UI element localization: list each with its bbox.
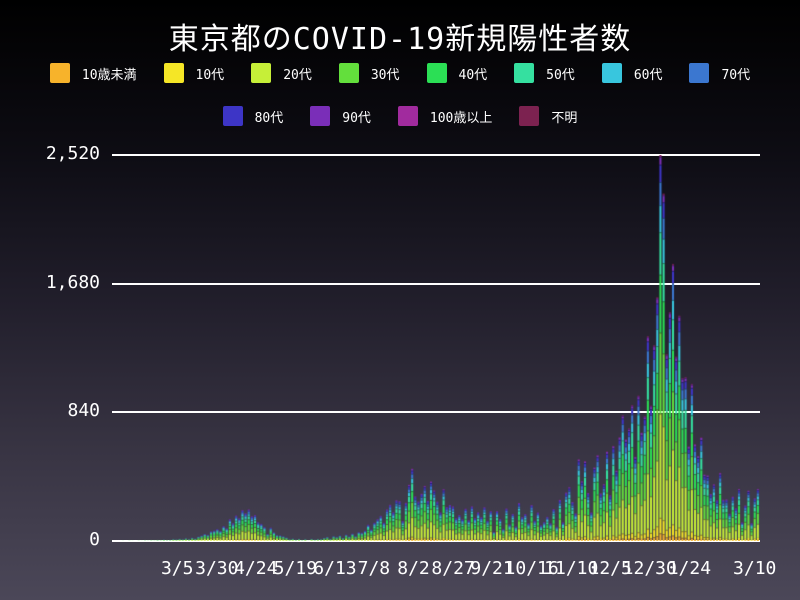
legend-swatch-icon — [222, 106, 243, 126]
legend-swatch-icon — [49, 63, 70, 83]
legend-item: 30代 — [338, 63, 400, 83]
legend-item: 100歳以上 — [397, 106, 493, 126]
legend-swatch-icon — [514, 63, 535, 83]
legend-swatch-icon — [426, 63, 447, 83]
x-axis-tick-label: 3/30 — [195, 558, 239, 579]
x-axis-tick-label: 1/24 — [667, 558, 712, 579]
chart-title: 東京都のCOVID-19新規陽性者数 — [168, 22, 632, 57]
legend-swatch-icon — [601, 63, 622, 83]
legend-label: 60代 — [633, 67, 663, 83]
y-axis-tick-label: 1,680 — [45, 271, 100, 293]
legend-row-2: 80代 90代 100歳以上 不明 — [0, 106, 800, 126]
legend-label: 40代 — [458, 67, 488, 83]
legend-swatch-icon — [310, 106, 331, 126]
x-axis-tick-label: 6/13 — [313, 558, 357, 579]
legend-item: 70代 — [689, 63, 750, 83]
y-axis-tick-label: 0 — [89, 529, 100, 550]
legend-item: 10代 — [163, 63, 225, 83]
legend-swatch-icon — [689, 63, 710, 83]
legend-label: 70代 — [721, 67, 751, 83]
legend-item: 40代 — [426, 63, 488, 83]
legend-label: 50代 — [546, 67, 575, 83]
x-axis-tick-label: 5/19 — [273, 558, 318, 579]
legend-label: 90代 — [342, 110, 371, 126]
x-axis-tick-label: 4/24 — [234, 558, 278, 579]
legend-label: 不明 — [551, 110, 578, 126]
x-axis-tick-label: 8/27 — [431, 558, 475, 579]
legend-item: 60代 — [601, 63, 663, 83]
legend-swatch-icon — [397, 106, 418, 126]
legend-label: 30代 — [370, 67, 400, 83]
x-axis-tick-label: 3/5 — [160, 558, 194, 579]
x-axis-tick-label: 9/21 — [470, 558, 514, 579]
legend-item: 90代 — [310, 106, 371, 126]
x-axis-tick-label: 7/8 — [357, 558, 391, 579]
x-axis-tick-label: 8/2 — [397, 558, 430, 579]
x-axis-tick-label: 12/5 — [588, 558, 632, 579]
legend-item: 不明 — [519, 106, 577, 126]
legend-swatch-icon — [163, 63, 184, 83]
legend-label: 10代 — [195, 67, 225, 83]
x-axis-tick-label: 3/10 — [733, 558, 777, 579]
legend-swatch-icon — [519, 106, 540, 126]
legend-item: 10歳未満 — [49, 63, 137, 83]
x-axis-tick-label: 11/10 — [544, 558, 599, 579]
y-axis-tick-label: 840 — [67, 400, 100, 422]
y-axis-tick-label: 2,520 — [45, 143, 100, 164]
chart-plot-area — [100, 155, 760, 541]
legend-label: 10歳未満 — [81, 67, 137, 83]
x-axis-tick-label: 10/16 — [504, 558, 559, 579]
legend-swatch-icon — [338, 63, 359, 83]
legend-label: 20代 — [283, 67, 312, 83]
legend-item: 80代 — [222, 106, 284, 126]
legend-label: 100歳以上 — [429, 110, 493, 126]
gridline — [112, 540, 760, 542]
legend-label: 80代 — [254, 110, 284, 126]
legend-swatch-icon — [251, 63, 272, 83]
legend-item: 20代 — [251, 63, 312, 83]
legend-item: 50代 — [514, 63, 575, 83]
x-axis-tick-label: 12/30 — [622, 558, 677, 579]
legend-row-1: 10歳未満 10代 20代 30代 40代 50代 60代 70代 — [0, 63, 800, 83]
